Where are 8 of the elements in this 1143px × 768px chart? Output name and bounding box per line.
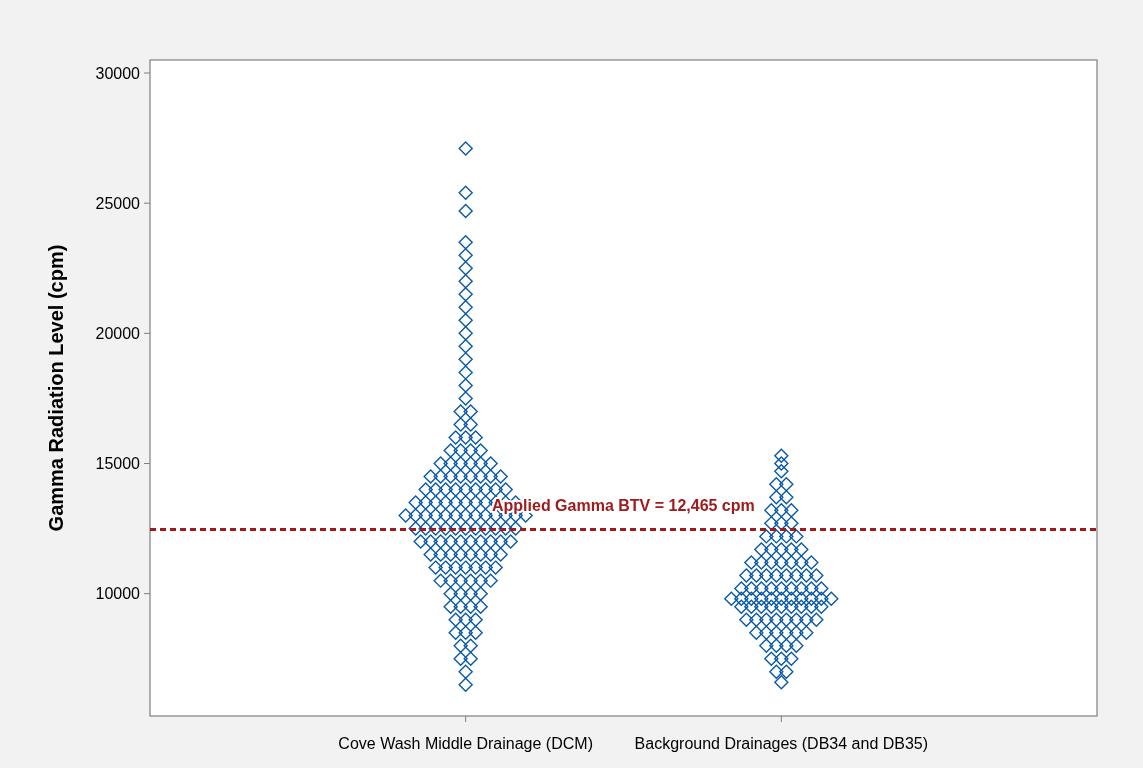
y-tick-label: 15000 [95,455,141,473]
x-tick-label: Background Drainages (DB34 and DB35) [634,735,929,752]
y-tick-label: 20000 [95,324,141,342]
y-tick-label: 25000 [95,194,141,212]
y-tick-label: 10000 [95,585,141,603]
y-tick-label: 30000 [95,64,141,82]
y-axis-title: Gamma Radiation Level (cpm) [45,244,67,532]
x-tick-label: Cove Wash Middle Drainage (DCM) [338,735,593,752]
